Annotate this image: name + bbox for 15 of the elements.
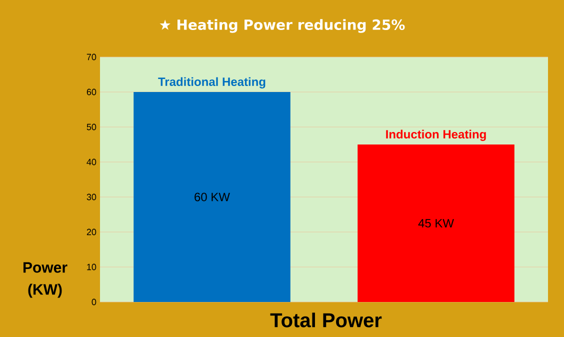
x-tick-label: Traditional Heating: [158, 77, 266, 88]
chart-title: ★ Heating Power reducing 25%: [160, 19, 405, 33]
y-tick-label: 30: [86, 194, 96, 200]
y-tick-label: 40: [86, 158, 96, 166]
y-tick-label: 60: [86, 88, 96, 96]
y-tick-label: 0: [92, 298, 96, 306]
y-tick-label: 10: [87, 264, 96, 270]
y-tick-label: 50: [86, 124, 96, 130]
y-tick-label: 20: [86, 228, 96, 236]
data-label: 45 KW: [418, 219, 454, 228]
data-label: 60 KW: [194, 192, 230, 202]
x-axis-title: Total Power: [270, 312, 382, 328]
y-tick-label: 70: [86, 54, 96, 60]
x-tick-label: Induction Heating: [386, 130, 486, 141]
y-axis-title: Power (KW): [23, 262, 68, 298]
